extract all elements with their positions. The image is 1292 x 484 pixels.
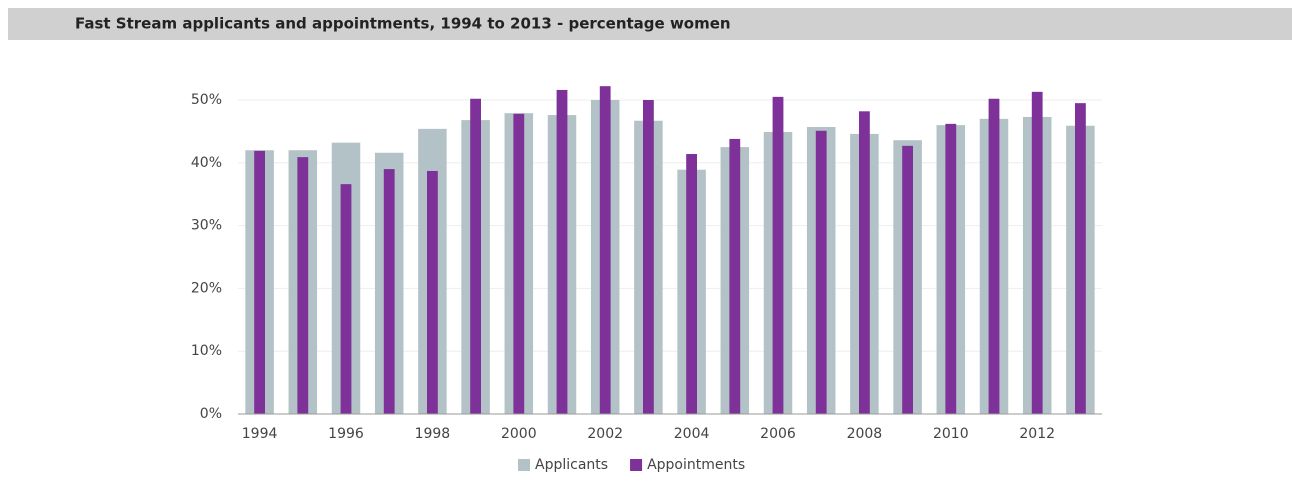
bar	[815, 130, 827, 414]
bar	[859, 111, 870, 414]
x-tick-label: 2012	[1019, 426, 1055, 442]
y-tick-label: 50%	[191, 92, 222, 108]
legend-label: Applicants	[535, 457, 608, 473]
chart-title: Fast Stream applicants and appointments,…	[75, 15, 731, 33]
bar	[513, 113, 525, 414]
bar	[902, 145, 913, 414]
x-tick-label: 2006	[760, 426, 796, 442]
bar	[945, 123, 957, 414]
bar	[988, 98, 1000, 414]
y-tick-label: 10%	[191, 343, 222, 359]
bar	[470, 98, 481, 414]
bar	[729, 138, 741, 414]
x-tick-label: 2004	[674, 426, 710, 442]
bar	[1075, 103, 1086, 414]
bar	[599, 86, 611, 415]
bar	[254, 150, 265, 415]
y-tick-label: 0%	[200, 406, 222, 422]
title-bar	[8, 8, 1292, 40]
y-tick-label: 30%	[191, 218, 222, 234]
bar	[556, 89, 568, 415]
x-tick-label: 2002	[587, 426, 623, 442]
bar	[686, 154, 697, 414]
legend-swatch	[518, 459, 530, 471]
x-tick-label: 1996	[328, 426, 364, 442]
x-tick-label: 1994	[242, 426, 278, 442]
bar	[297, 157, 309, 414]
legend-swatch	[630, 459, 643, 471]
y-tick-label: 20%	[191, 280, 222, 296]
bar	[1031, 91, 1043, 414]
x-tick-label: 2010	[933, 426, 969, 442]
legend-label: Appointments	[647, 457, 745, 473]
bar	[340, 184, 352, 414]
x-tick-label: 2008	[847, 426, 883, 442]
bar	[643, 100, 654, 414]
bar	[772, 96, 784, 415]
bar	[383, 169, 395, 414]
y-tick-label: 40%	[191, 155, 222, 171]
x-tick-label: 1998	[415, 426, 451, 442]
bar	[427, 170, 438, 414]
x-tick-label: 2000	[501, 426, 537, 442]
